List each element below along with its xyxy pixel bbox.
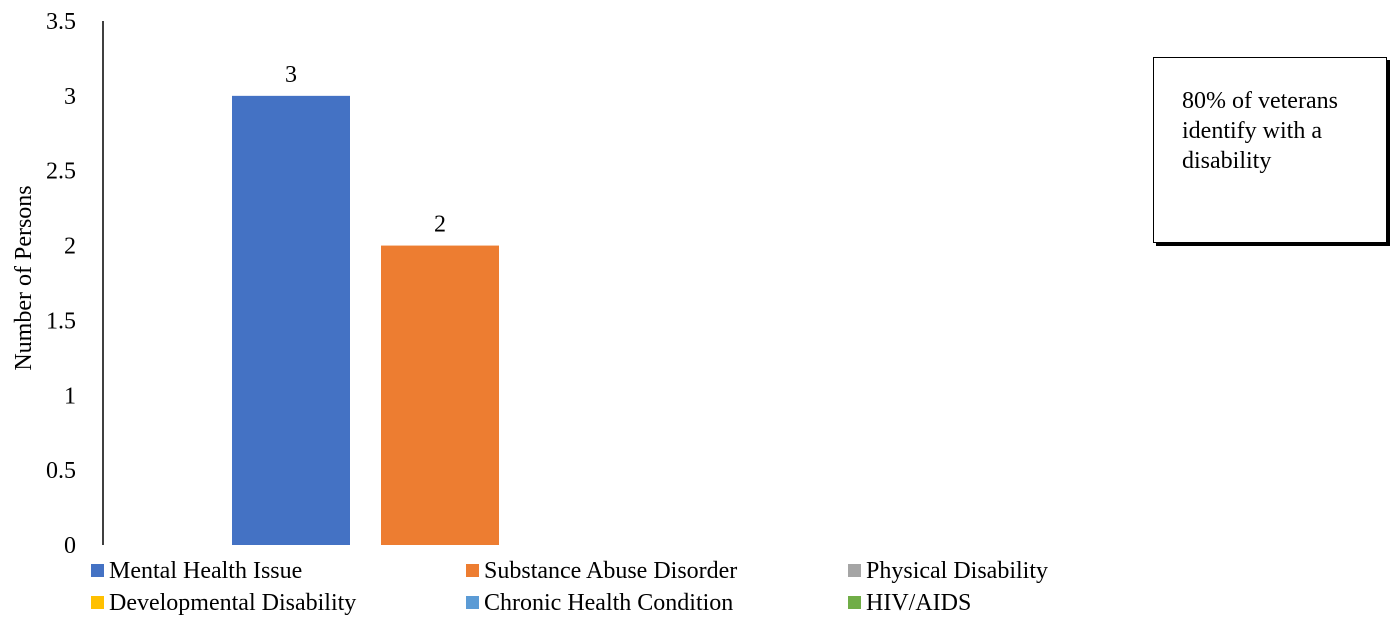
y-tick-label: 2.5 [46,159,76,185]
legend-label: Developmental Disability [109,590,356,616]
annotation-callout: 80% of veterans identify with a disabili… [1153,57,1387,243]
legend-swatch [91,596,104,609]
legend-label: Physical Disability [866,558,1048,584]
legend-label: Substance Abuse Disorder [484,558,737,584]
bar-mental-health-issue [232,95,350,545]
y-tick-label: 2 [64,234,76,260]
y-axis-title: Number of Persons [11,185,37,370]
y-tick-label: 3 [64,84,76,110]
y-axis-ticks: 0 0.5 1 1.5 2 2.5 3 3.5 [46,9,76,559]
y-tick-label: 1 [64,383,76,409]
legend-swatch [848,564,861,577]
bar-data-label: 3 [285,62,297,88]
legend-label: Mental Health Issue [109,558,302,584]
legend: Mental Health Issue Substance Abuse Disor… [91,558,1048,616]
y-tick-label: 1.5 [46,308,76,334]
legend-swatch [466,564,479,577]
y-tick-label: 0.5 [46,458,76,484]
bars [232,95,499,546]
legend-label: HIV/AIDS [866,590,971,616]
data-labels: 32 [285,62,446,238]
bar-data-label: 2 [434,212,446,238]
annotation-text: 80% of veterans identify with a disabili… [1182,88,1338,174]
bar-substance-abuse-disorder [381,245,499,546]
legend-label: Chronic Health Condition [484,590,733,616]
y-tick-label: 0 [64,533,76,559]
y-tick-label: 3.5 [46,9,76,35]
legend-swatch [466,596,479,609]
legend-swatch [91,564,104,577]
legend-swatch [848,596,861,609]
